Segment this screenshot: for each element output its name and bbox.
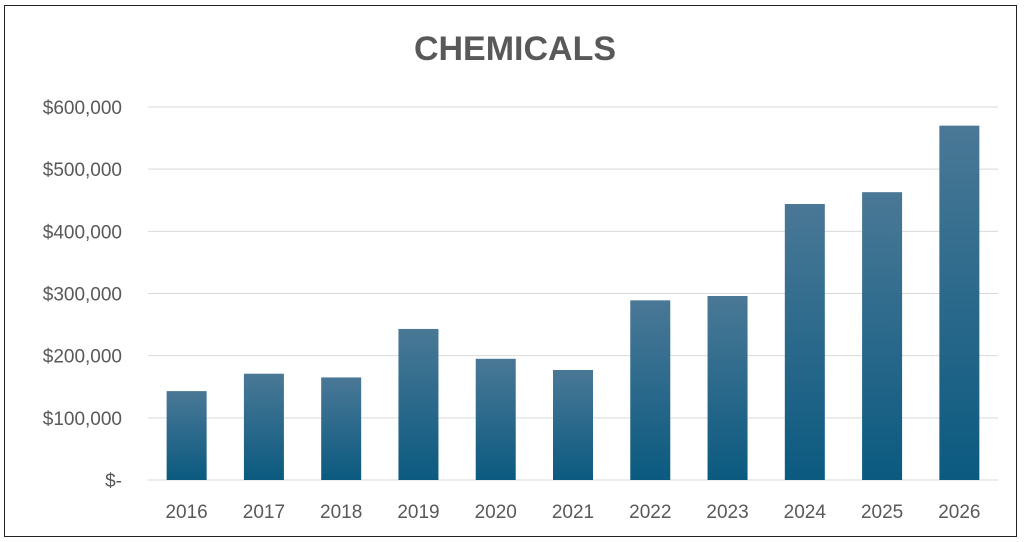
- bar-2022: [630, 300, 671, 480]
- y-tick-label: $100,000: [43, 409, 122, 430]
- bar-2025: [862, 192, 903, 480]
- x-tick-label: 2021: [552, 502, 594, 523]
- gridlines: [148, 106, 998, 481]
- bar-2023: [707, 295, 748, 480]
- y-tick-label: $200,000: [43, 347, 122, 368]
- chart-title: CHEMICALS: [414, 30, 616, 68]
- bar-2017: [243, 373, 284, 480]
- x-tick-label: 2022: [629, 502, 671, 523]
- bar-2026: [939, 125, 980, 481]
- bar-2016: [166, 391, 207, 480]
- x-axis-ticks: 2016 2017 2018 2019 2020 2021 2022 2023 2024 2025…: [165, 502, 980, 523]
- x-tick-label: 2020: [475, 502, 517, 523]
- x-tick-label: 2023: [706, 502, 748, 523]
- x-tick-label: 2016: [165, 502, 207, 523]
- x-tick-label: 2026: [938, 502, 980, 523]
- x-tick-label: 2017: [243, 502, 285, 523]
- x-tick-label: 2024: [784, 502, 827, 523]
- y-tick-label: $600,000: [43, 98, 122, 119]
- bar-2024: [784, 203, 825, 481]
- bar-2019: [398, 328, 439, 480]
- bar-2020: [475, 358, 516, 480]
- bars: [166, 125, 980, 481]
- y-axis-ticks: $- $100,000 $200,000 $300,000 $400,000 $500,0…: [43, 98, 122, 492]
- y-tick-label: $400,000: [43, 222, 122, 243]
- bar-2018: [321, 377, 362, 480]
- x-tick-label: 2019: [397, 502, 439, 523]
- y-tick-label: $300,000: [43, 285, 122, 306]
- bar-2021: [553, 369, 593, 480]
- x-tick-label: 2018: [320, 502, 362, 523]
- y-tick-label: $-: [105, 471, 122, 492]
- y-tick-label: $500,000: [43, 160, 122, 181]
- x-tick-label: 2025: [861, 502, 903, 523]
